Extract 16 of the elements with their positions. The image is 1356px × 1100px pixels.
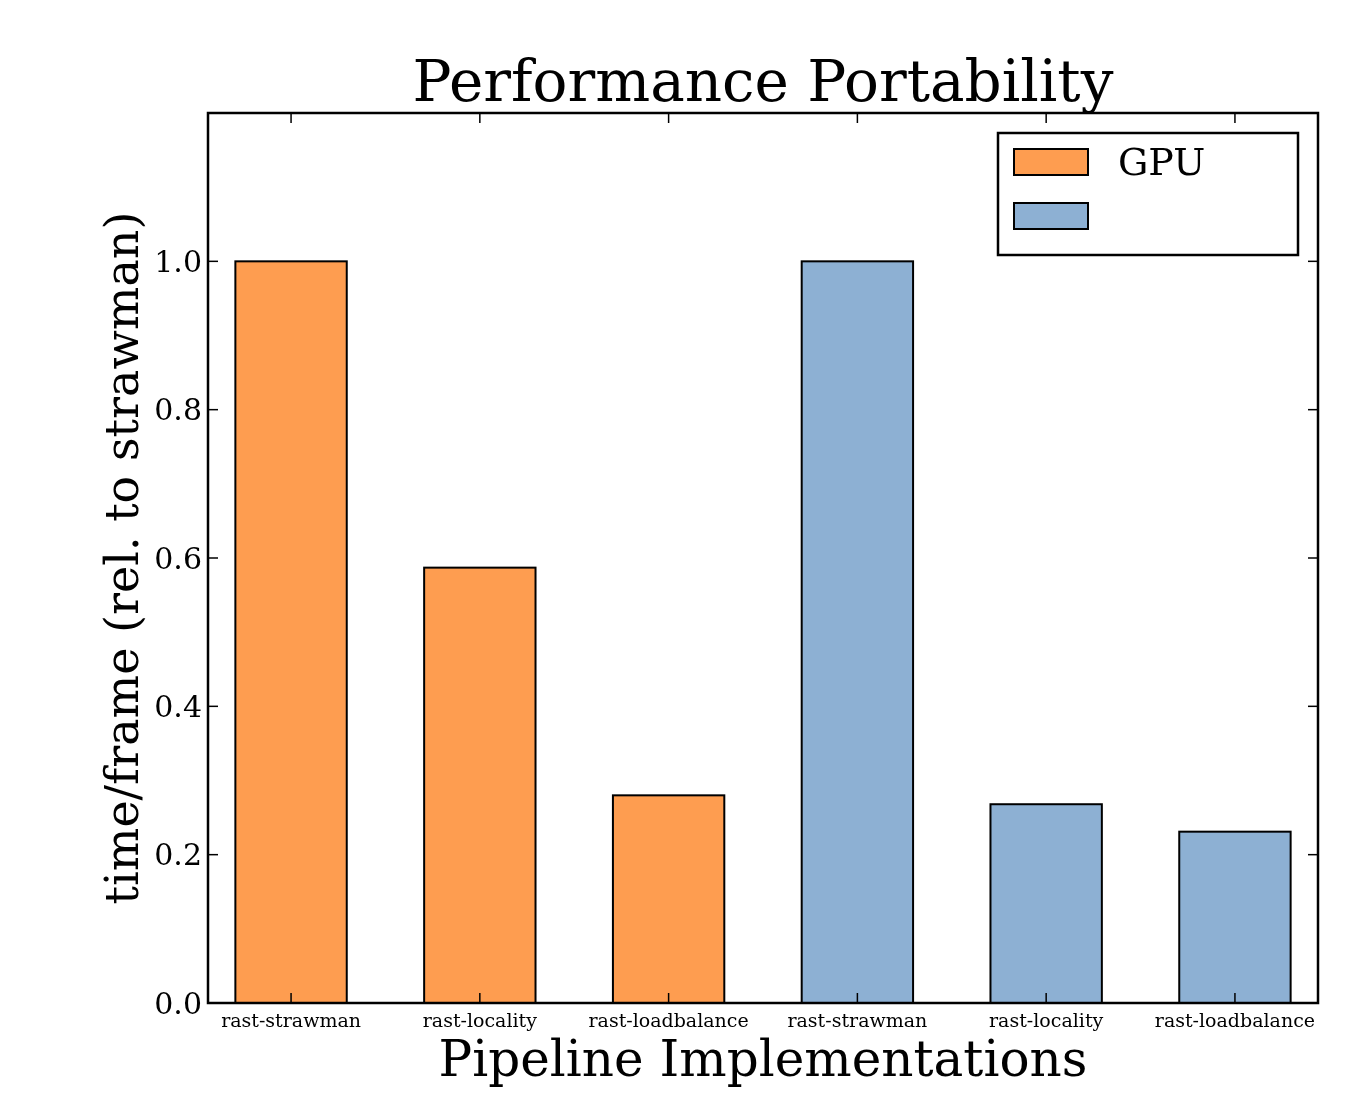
x-tick-label: rast-loadbalance xyxy=(1154,1009,1316,1031)
x-tick-label: rast-loadbalance xyxy=(588,1009,749,1031)
y-tick-label: 0.6 xyxy=(154,540,202,576)
x-tick-label: rast-strawman xyxy=(787,1009,928,1031)
x-axis-title: Pipeline Implementations xyxy=(438,1030,1088,1088)
y-tick-label: 1.0 xyxy=(154,243,202,279)
x-tick-label: rast-strawman xyxy=(221,1009,361,1031)
y-tick-label: 0.8 xyxy=(154,392,202,428)
y-axis-title: time/frame (rel. to strawman) xyxy=(95,211,149,905)
x-tick-label: rast-locality xyxy=(422,1009,538,1031)
y-tick-label: 0.4 xyxy=(154,688,202,724)
y-tick-label: 0.2 xyxy=(154,837,202,873)
y-tick-label: 0.0 xyxy=(154,985,202,1021)
x-tick-label: rast-locality xyxy=(989,1009,1104,1031)
chart-title: Performance Portability xyxy=(412,47,1114,115)
legend-label: GPU xyxy=(1118,140,1206,185)
